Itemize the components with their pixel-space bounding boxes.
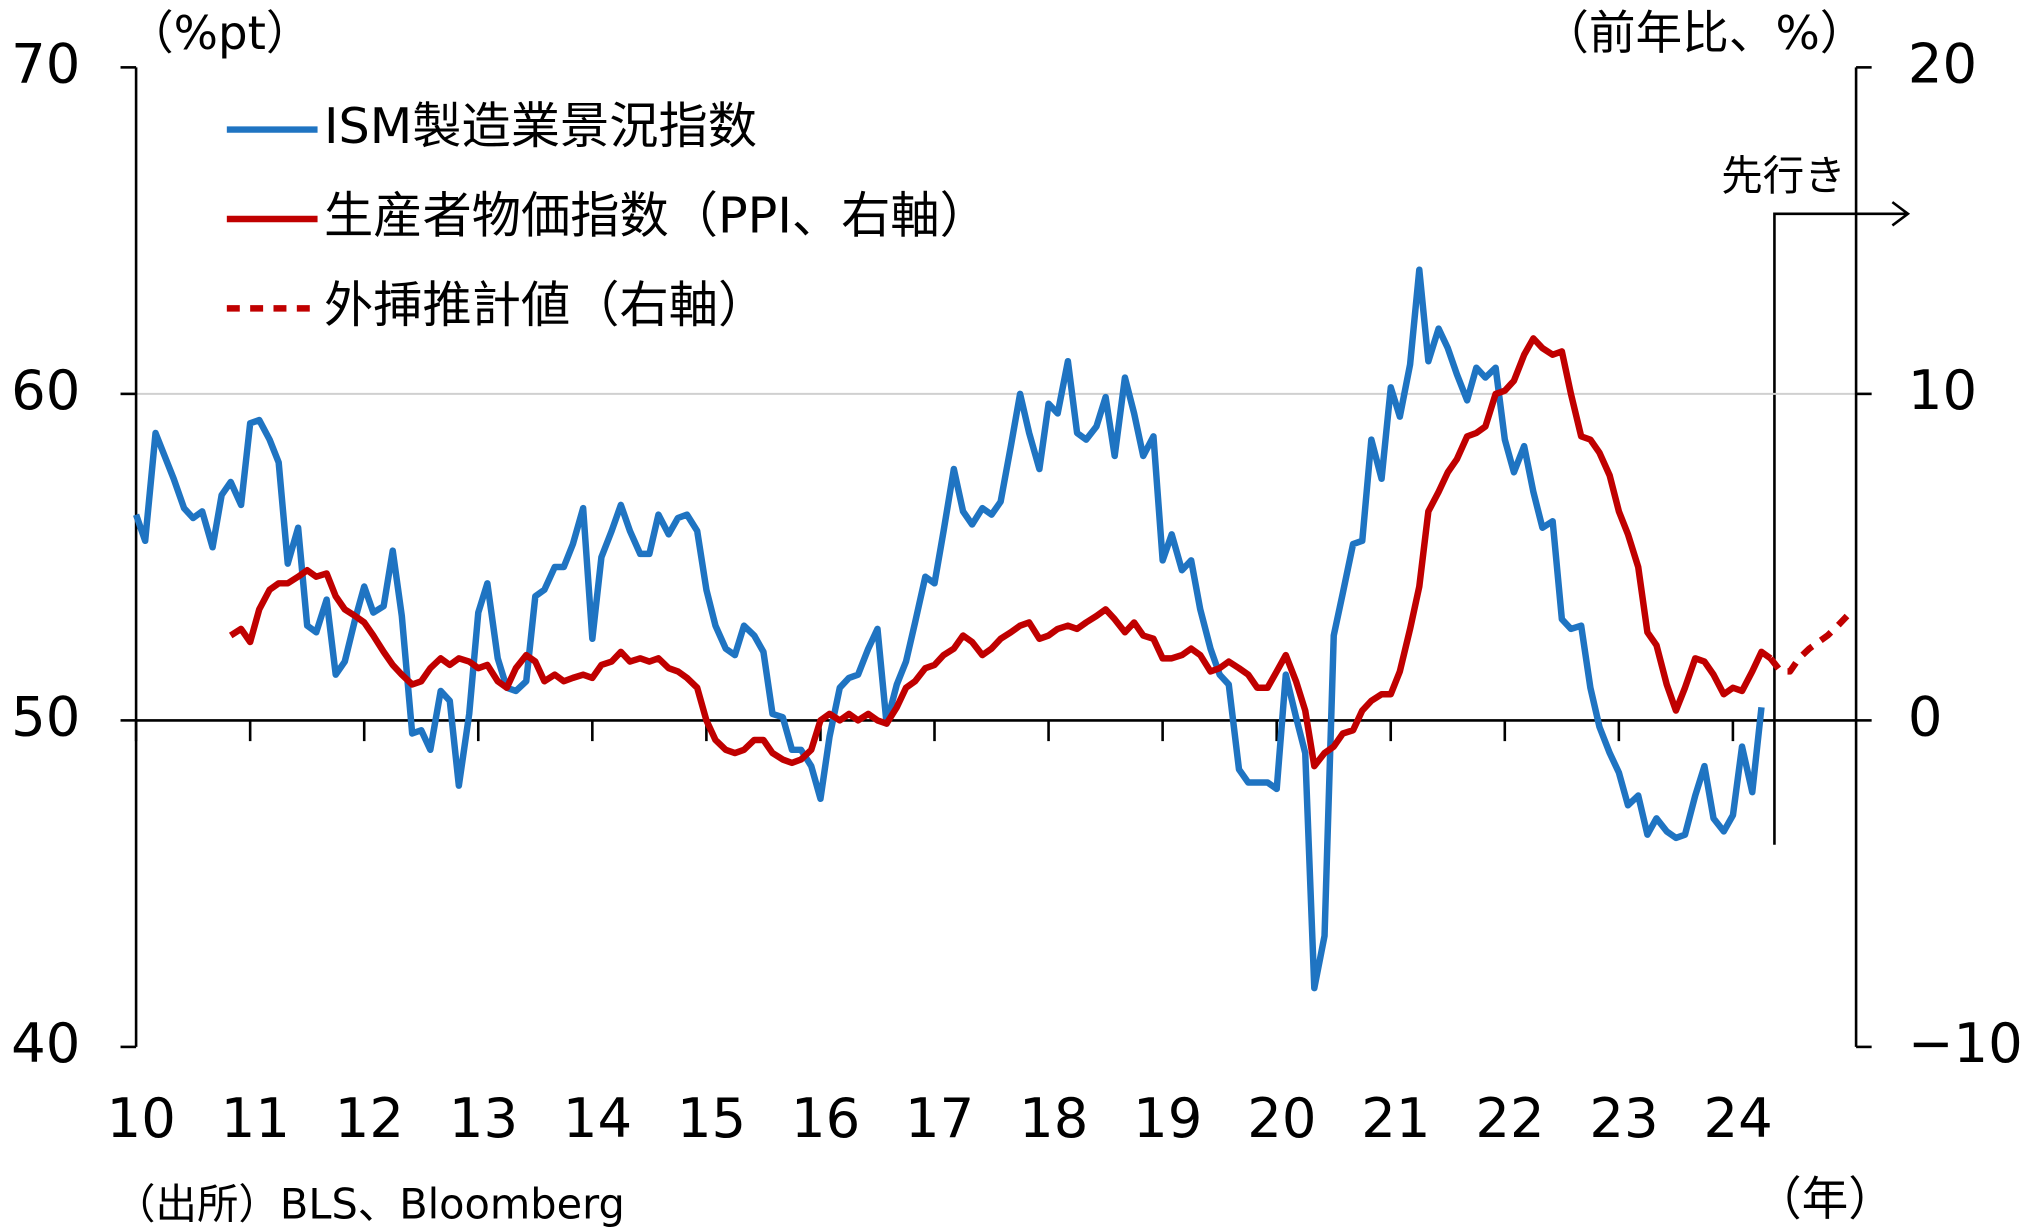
legend-label: 外挿推計値（右軸） bbox=[324, 276, 767, 334]
x-tick-label: 22 bbox=[1475, 1086, 1544, 1150]
x-tick-label: 24 bbox=[1703, 1086, 1772, 1150]
x-tick-label: 16 bbox=[791, 1086, 860, 1150]
y2-tick-label: 0 bbox=[1908, 685, 1943, 749]
x-tick-label: 10 bbox=[107, 1086, 176, 1150]
y2-unit-label: （前年比、%） bbox=[1542, 7, 1866, 61]
y2-tick-label: −10 bbox=[1908, 1011, 2022, 1075]
x-tick-label: 20 bbox=[1247, 1086, 1316, 1150]
y-unit-label: （%pt） bbox=[127, 7, 313, 61]
y-tick-label: 70 bbox=[11, 32, 80, 96]
x-tick-label: 21 bbox=[1361, 1086, 1430, 1150]
x-tick-label: 18 bbox=[1019, 1086, 1088, 1150]
series-line bbox=[1767, 613, 1850, 675]
annotation: 先行き bbox=[1721, 152, 1845, 200]
x-tick-label: 23 bbox=[1589, 1086, 1658, 1150]
series-line bbox=[133, 266, 1765, 992]
y-tick-label: 40 bbox=[11, 1011, 80, 1075]
legend-label: ISM製造業景況指数 bbox=[324, 97, 757, 155]
source-note: （出所）BLS、Bloomberg bbox=[114, 1181, 625, 1227]
y2-tick-label: 10 bbox=[1908, 358, 1977, 422]
forecast-arrow bbox=[1773, 201, 1911, 845]
y-tick-label: 60 bbox=[11, 358, 80, 422]
y-tick-label: 50 bbox=[11, 685, 80, 749]
y2-tick-label: 20 bbox=[1908, 32, 1977, 96]
x-tick-label: 12 bbox=[335, 1086, 404, 1150]
x-tick-label: 11 bbox=[221, 1086, 290, 1150]
legend-label: 生産者物価指数（PPI、右軸） bbox=[324, 186, 989, 244]
x-tick-label: 15 bbox=[677, 1086, 746, 1150]
x-tick-label: 13 bbox=[449, 1086, 518, 1150]
series-line bbox=[228, 335, 1773, 770]
x-tick-label: 14 bbox=[563, 1086, 632, 1150]
x-unit-label: （年） bbox=[1755, 1173, 1895, 1227]
x-tick-label: 19 bbox=[1133, 1086, 1202, 1150]
x-tick-label: 17 bbox=[905, 1086, 974, 1150]
